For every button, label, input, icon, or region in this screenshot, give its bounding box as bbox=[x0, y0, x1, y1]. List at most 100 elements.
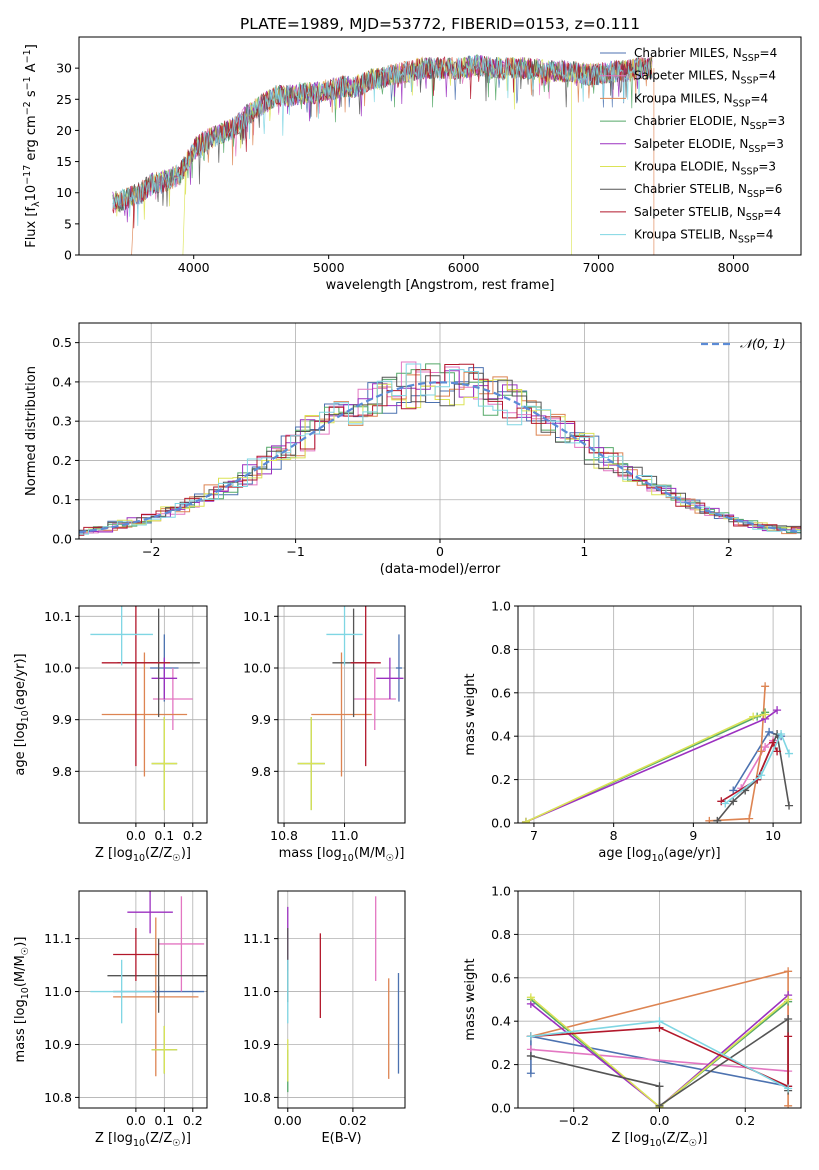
y-tick-label: 9.8 bbox=[251, 764, 271, 779]
legend-entry: Salpeter STELIB, NSSP=4 bbox=[634, 205, 781, 223]
y-tick-label: 11.0 bbox=[243, 984, 271, 999]
y-axis-label: mass [log10(M/M☉)] bbox=[13, 937, 31, 1063]
x-tick-label: −1 bbox=[286, 544, 304, 559]
marker-plus bbox=[785, 749, 794, 758]
panel-age-vs-mass: 10.8 11.0 9.8 9.9 10.0 10.1 mass [log10(M/M☉)] bbox=[243, 605, 406, 864]
x-axis-label: wavelength [Angstrom, rest frame] bbox=[326, 278, 555, 293]
x-tick-label: 10.8 bbox=[270, 828, 298, 843]
y-tick-label: 0.8 bbox=[491, 927, 511, 942]
histogram-step bbox=[79, 363, 801, 536]
axes-frame bbox=[78, 36, 802, 256]
x-tick-label: 0.02 bbox=[339, 1113, 367, 1128]
marker-plus bbox=[757, 771, 766, 780]
mass-weight-line bbox=[716, 731, 790, 822]
y-tick-label: 0.0 bbox=[52, 532, 72, 547]
plot-area bbox=[518, 606, 801, 823]
x-tick-label: 2 bbox=[725, 544, 733, 559]
y-tick-label: 11.0 bbox=[44, 984, 72, 999]
marker-plus bbox=[757, 747, 766, 756]
y-axis-label: Normed distribution bbox=[24, 366, 39, 496]
x-tick-label: 0.00 bbox=[274, 1113, 302, 1128]
marker-plus bbox=[713, 816, 722, 823]
x-tick-label: 0.2 bbox=[183, 828, 203, 843]
x-axis-label: Z [log10(Z/Z☉)] bbox=[612, 1131, 708, 1149]
x-axis-label: (data-model)/error bbox=[380, 562, 501, 577]
y-tick-label: 11.1 bbox=[44, 931, 72, 946]
legend-entry: 𝒩(0, 1) bbox=[740, 336, 786, 351]
mass-weight-line bbox=[724, 732, 790, 805]
y-tick-label: 0.0 bbox=[491, 1101, 511, 1116]
panel-massweight-vs-Z: −0.2 0.0 0.2 0.0 0.2 0.4 0.6 0.8 1.0 Z [log10(Z/Z… bbox=[463, 884, 802, 1149]
marker-plus bbox=[765, 727, 774, 736]
axes-frame bbox=[78, 890, 208, 1109]
y-tick-label: 9.8 bbox=[52, 764, 72, 779]
y-tick-label: 0.6 bbox=[491, 970, 511, 985]
legend-entry: Kroupa ELODIE, NSSP=3 bbox=[634, 160, 776, 178]
legend-entry: Salpeter ELODIE, NSSP=3 bbox=[634, 137, 784, 155]
plot-area bbox=[518, 891, 801, 1108]
y-tick-label: 9.9 bbox=[251, 712, 271, 727]
x-axis-label: mass [log10(M/M☉)] bbox=[279, 846, 405, 864]
y-tick-label: 0.1 bbox=[52, 492, 72, 507]
marker-plus bbox=[784, 1015, 793, 1024]
x-tick-label: 9 bbox=[689, 828, 697, 843]
marker-plus bbox=[784, 1101, 793, 1108]
spectrum-line bbox=[112, 54, 653, 223]
marker-plus bbox=[526, 1069, 535, 1078]
panel-spectrum: 4000 5000 6000 7000 8000 0 5 10 15 20 25 30 waveleng… bbox=[22, 36, 802, 293]
normal-curve bbox=[79, 381, 799, 534]
y-tick-label: 0.3 bbox=[52, 414, 72, 429]
panel-age-vs-Z: 0.0 0.1 0.2 9.8 9.9 10.0 10.1 Z [log10(Z/Z☉)] ag… bbox=[13, 605, 208, 864]
y-tick-label: 1.0 bbox=[491, 599, 511, 614]
marker-plus bbox=[784, 1084, 793, 1093]
y-tick-label: 10 bbox=[56, 185, 72, 200]
marker-plus bbox=[521, 817, 530, 823]
axes-frame bbox=[517, 890, 802, 1109]
x-tick-label: 11.0 bbox=[331, 828, 359, 843]
marker-plus bbox=[721, 799, 730, 808]
marker-plus bbox=[784, 1032, 793, 1041]
marker-plus bbox=[769, 738, 778, 747]
y-tick-label: 10.8 bbox=[44, 1090, 72, 1105]
x-tick-label: 8 bbox=[610, 828, 618, 843]
y-axis-label: mass weight bbox=[463, 958, 478, 1040]
x-tick-label: −0.2 bbox=[559, 1113, 589, 1128]
x-tick-label: 0.2 bbox=[735, 1113, 755, 1128]
panel-massweight-vs-age: 7 8 9 10 0.0 0.2 0.4 0.6 0.8 1.0 age [log10(age/yr… bbox=[463, 599, 802, 864]
marker-plus bbox=[745, 814, 754, 823]
x-tick-label: 0.1 bbox=[154, 828, 174, 843]
marker-plus bbox=[729, 786, 738, 795]
x-tick-label: 0.2 bbox=[183, 1113, 203, 1128]
legend-entry: Chabrier MILES, NSSP=4 bbox=[634, 46, 777, 64]
legend-entry: Kroupa MILES, NSSP=4 bbox=[634, 91, 768, 109]
mass-weight-line bbox=[530, 1026, 789, 1088]
y-tick-label: 11.1 bbox=[243, 931, 271, 946]
x-tick-label: 0.0 bbox=[650, 1113, 670, 1128]
x-axis-label: Z [log10(Z/Z☉)] bbox=[95, 1131, 191, 1149]
plot-area bbox=[79, 323, 801, 539]
y-tick-label: 0.2 bbox=[491, 772, 511, 787]
marker-plus bbox=[655, 1017, 664, 1026]
y-tick-label: 0.5 bbox=[52, 335, 72, 350]
y-axis-label: mass weight bbox=[463, 673, 478, 755]
x-axis-label: E(B-V) bbox=[321, 1131, 361, 1146]
plot-area bbox=[112, 54, 655, 255]
x-tick-label: 5000 bbox=[313, 260, 345, 275]
marker-plus bbox=[785, 801, 794, 810]
spectrum-line bbox=[112, 55, 653, 229]
y-tick-label: 25 bbox=[56, 92, 72, 107]
y-tick-label: 10.9 bbox=[44, 1037, 72, 1052]
marker-plus bbox=[784, 995, 793, 1004]
plot-area bbox=[79, 891, 207, 1108]
y-tick-label: 9.9 bbox=[52, 712, 72, 727]
y-tick-label: 10.1 bbox=[243, 609, 271, 624]
x-tick-label: 8000 bbox=[718, 260, 750, 275]
y-tick-label: 0.2 bbox=[491, 1057, 511, 1072]
marker-plus bbox=[526, 1051, 535, 1060]
y-axis-label: Flux [fλ10−17 erg cm−2 s−1 A−1] bbox=[22, 44, 42, 248]
y-tick-label: 10.0 bbox=[44, 661, 72, 676]
marker-plus bbox=[784, 967, 793, 976]
x-tick-label: 7000 bbox=[583, 260, 615, 275]
plot-area bbox=[278, 891, 405, 1108]
axes-frame bbox=[78, 322, 802, 540]
